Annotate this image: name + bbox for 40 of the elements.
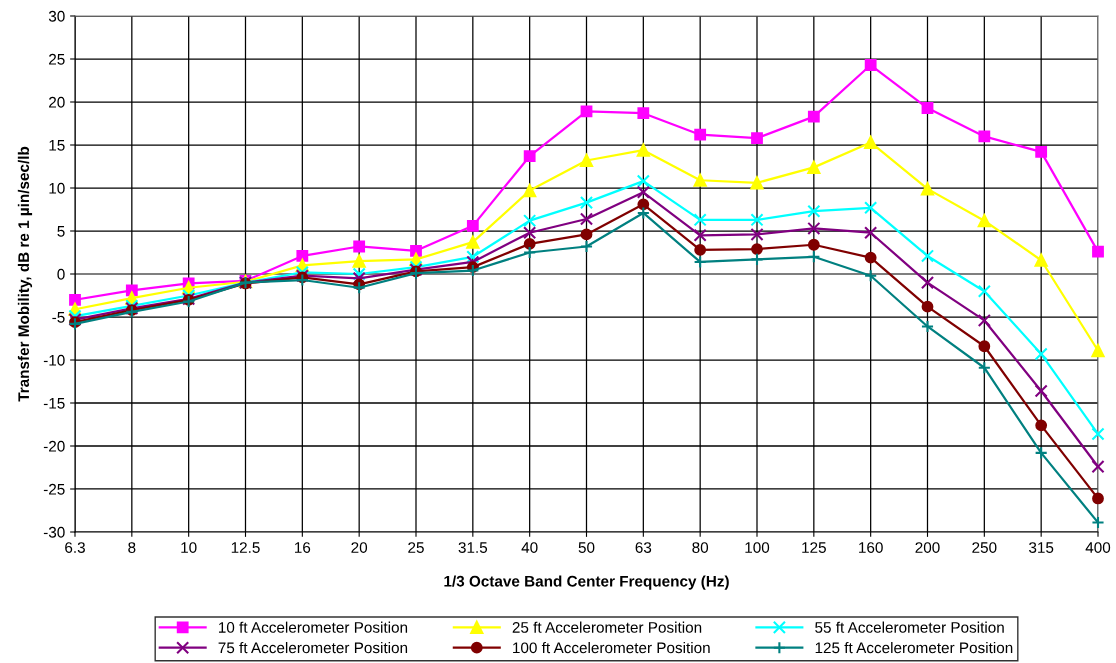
y-axis-title: Transfer Mobility, dB re 1 µin/sec/lb: [17, 146, 33, 402]
legend-label: 10 ft Accelerometer Position: [218, 621, 408, 633]
x-tick-label: 125: [802, 542, 826, 553]
y-tick-label: -30: [43, 526, 65, 538]
legend-label: 75 ft Accelerometer Position: [218, 641, 408, 654]
x-tick-label: 6.3: [65, 542, 85, 553]
x-tick-label: 8: [128, 542, 136, 553]
x-tick-label: 25: [408, 542, 424, 553]
y-tick-label: -10: [43, 354, 65, 366]
x-tick-label: 12.5: [231, 542, 260, 553]
y-tick-label: 5: [57, 226, 65, 237]
x-tick-label: 63: [635, 542, 652, 553]
legend-label: 100 ft Accelerometer Position: [513, 641, 710, 654]
y-tick-label: 10: [49, 182, 65, 194]
legend-label: 125 ft Accelerometer Position: [815, 641, 1013, 654]
x-tick-label: 400: [1085, 542, 1111, 553]
x-tick-label: 160: [859, 542, 883, 553]
y-tick-label: 15: [49, 140, 65, 151]
y-tick-label: -5: [52, 312, 65, 323]
y-tick-label: 20: [49, 96, 65, 108]
legend-label: 55 ft Accelerometer Position: [815, 621, 1004, 633]
y-tick-label: -25: [43, 483, 65, 495]
x-tick-label: 50: [578, 542, 595, 553]
y-tick-label: -15: [43, 398, 65, 409]
y-tick-label: 30: [48, 10, 65, 22]
x-tick-label: 20: [351, 542, 368, 553]
x-tick-label: 250: [972, 542, 997, 553]
legend-label: 25 ft Accelerometer Position: [512, 621, 702, 633]
y-tick-label: -20: [43, 440, 65, 452]
x-tick-label: 10: [181, 542, 197, 553]
y-tick-label: 0: [57, 268, 65, 280]
x-tick-label: 31.5: [458, 542, 488, 553]
x-tick-label: 200: [915, 542, 940, 553]
x-tick-label: 100: [745, 542, 770, 553]
y-tick-label: 25: [49, 53, 65, 65]
x-tick-label: 315: [1029, 542, 1054, 553]
x-tick-label: 40: [521, 542, 538, 553]
x-tick-label: 80: [692, 542, 709, 553]
x-tick-label: 16: [295, 542, 311, 553]
x-axis-title: 1/3 Octave Band Center Frequency (Hz): [444, 575, 729, 590]
